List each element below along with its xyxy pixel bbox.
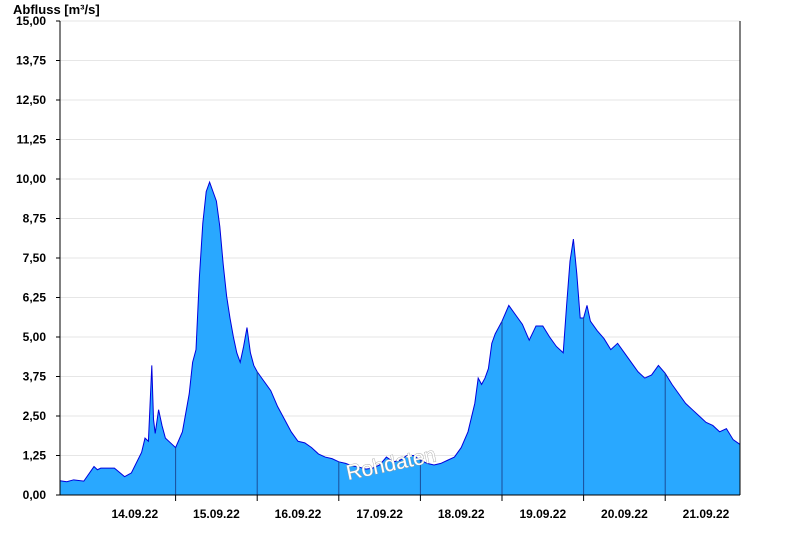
y-tick-label: 13,75 bbox=[16, 54, 46, 68]
x-tick-label: 20.09.22 bbox=[601, 507, 648, 521]
y-tick-label: 2,50 bbox=[23, 409, 47, 423]
y-tick-label: 6,25 bbox=[23, 291, 47, 305]
x-tick-label: 19.09.22 bbox=[519, 507, 566, 521]
y-tick-label: 8,75 bbox=[23, 212, 47, 226]
axes bbox=[56, 20, 741, 501]
y-tick-label: 1,25 bbox=[23, 449, 47, 463]
y-tick-label: 12,50 bbox=[16, 93, 46, 107]
y-tick-label: 0,00 bbox=[23, 488, 47, 502]
y-tick-label: 7,50 bbox=[23, 251, 47, 265]
x-tick-label: 16.09.22 bbox=[275, 507, 322, 521]
y-tick-label: 3,75 bbox=[23, 370, 47, 384]
y-axis-title: Abfluss [m³/s] bbox=[13, 2, 100, 17]
y-tick-label: 11,25 bbox=[17, 133, 47, 147]
y-tick-label: 10,00 bbox=[16, 172, 46, 186]
y-tick-label: 5,00 bbox=[23, 330, 47, 344]
x-tick-label: 15.09.22 bbox=[193, 507, 240, 521]
x-tick-label: 17.09.22 bbox=[356, 507, 403, 521]
x-tick-label: 18.09.22 bbox=[438, 507, 485, 521]
y-tick-labels: 0,00 1,25 2,50 3,75 5,00 6,25 7,50 8,75 10,00 11,… bbox=[16, 14, 46, 502]
day-separators bbox=[175, 318, 666, 495]
x-tick-labels: 14.09.22 15.09.22 16.09.22 17.09.22 18.09.22… bbox=[111, 507, 729, 521]
x-tick-label: 14.09.22 bbox=[111, 507, 158, 521]
y-tick-label: 15,00 bbox=[16, 14, 46, 28]
x-tick-label: 21.09.22 bbox=[683, 507, 730, 521]
area-fill bbox=[60, 182, 740, 495]
